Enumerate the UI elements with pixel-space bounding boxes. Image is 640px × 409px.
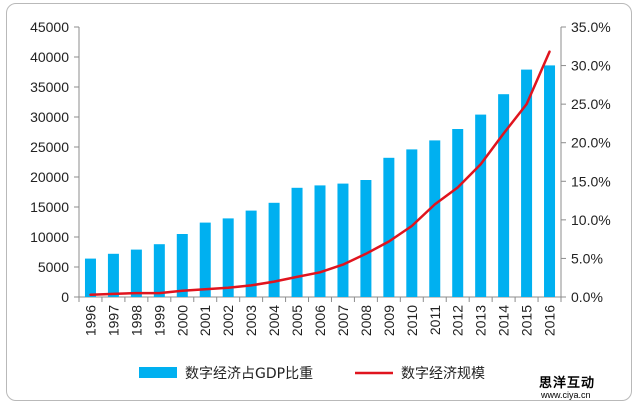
legend-bar-label: 数字经济占GDP比重 [185,366,313,382]
x-tick-label: 2005 [289,305,305,336]
x-tick-label: 2003 [243,305,259,336]
y-right-tick-label: 5.0% [571,250,603,266]
x-tick-label: 2015 [519,305,535,336]
y-left-tick-label: 0 [61,289,69,305]
x-tick-label: 1997 [105,305,121,336]
bar [429,140,441,297]
x-tick-label: 2013 [473,305,489,336]
legend-line-label: 数字经济规模 [401,366,485,382]
bar [222,218,234,297]
x-tick-label: 2011 [427,305,443,335]
y-left-tick-label: 10000 [30,229,69,245]
legend-bar-swatch [139,367,177,378]
line-series [89,50,551,296]
x-tick-label: 2006 [312,305,328,336]
watermark-logo-text: 思洋互动 [539,376,596,391]
bar [383,157,395,297]
y-left-tick-label: 30000 [30,109,69,125]
bar [314,185,326,297]
bar [84,258,96,297]
bar [475,114,487,297]
chart-frame [6,3,632,401]
x-tick-label: 2007 [335,305,351,336]
bar [337,183,349,297]
y-left-tick-label: 40000 [30,49,69,65]
y-right-tick-label: 35.0% [571,19,611,35]
x-tick-label: 2016 [542,305,558,336]
y-left-tick-label: 35000 [30,79,69,95]
y-right-tick-label: 10.0% [571,212,611,228]
y-right-tick-label: 25.0% [571,96,611,112]
y-left-tick-label: 45000 [30,19,69,35]
bar [268,202,280,297]
bar [176,234,188,297]
bar [544,65,556,298]
y-right-tick-label: 30.0% [571,58,611,74]
y-right-tick-label: 15.0% [571,173,611,189]
bar [130,249,142,297]
y-left-tick-label: 25000 [30,139,69,155]
x-tick-label: 2009 [381,305,397,336]
bar [521,69,533,297]
x-tick-label: 1996 [82,305,98,336]
y-right-tick-label: 20.0% [571,135,611,151]
x-tick-label: 2000 [174,305,190,336]
watermark-url: www.ciya.cn [541,390,591,400]
bar [498,94,510,297]
bar [360,180,372,297]
x-tick-label: 2012 [450,305,466,336]
bar [199,222,211,297]
bar [291,187,303,297]
bar [153,244,165,297]
x-tick-label: 1999 [151,305,167,336]
x-tick-label: 2010 [404,305,420,336]
x-tick-label: 1998 [128,305,144,336]
y-right-tick-label: 0.0% [571,289,603,305]
y-left-tick-label: 15000 [30,199,69,215]
x-tick-label: 2002 [220,305,236,336]
y-left-tick-label: 20000 [30,169,69,185]
x-tick-label: 2004 [266,305,282,336]
bar [107,253,119,297]
y-left-tick-label: 5000 [38,259,69,275]
bar [406,149,418,297]
bar [245,210,257,297]
x-tick-label: 2008 [358,305,374,336]
x-tick-label: 2014 [496,305,512,336]
x-tick-label: 2001 [197,305,213,336]
bar [452,129,464,297]
